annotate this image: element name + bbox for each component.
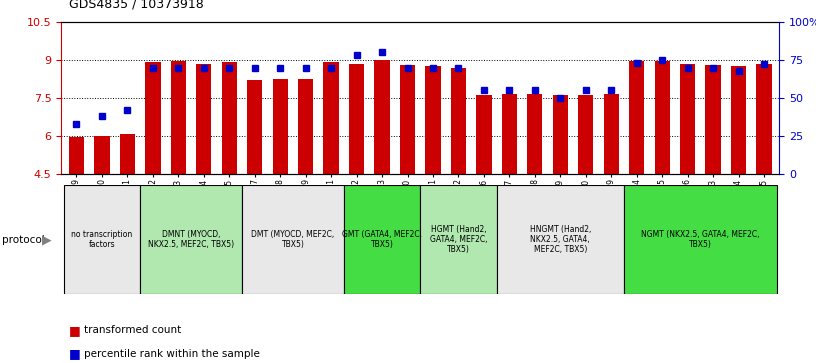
Text: percentile rank within the sample: percentile rank within the sample bbox=[84, 349, 260, 359]
Bar bbox=[120, 134, 135, 174]
Bar bbox=[552, 95, 568, 174]
Text: NGMT (NKX2.5, GATA4, MEF2C,
TBX5): NGMT (NKX2.5, GATA4, MEF2C, TBX5) bbox=[641, 230, 760, 249]
Bar bbox=[629, 61, 645, 174]
Bar bbox=[425, 66, 441, 174]
Bar bbox=[349, 64, 364, 174]
Bar bbox=[502, 94, 517, 174]
Text: no transcription
factors: no transcription factors bbox=[71, 230, 132, 249]
Bar bbox=[706, 65, 721, 174]
Text: protocol: protocol bbox=[2, 234, 45, 245]
Bar bbox=[450, 68, 466, 174]
Bar bbox=[731, 66, 746, 174]
Bar bbox=[222, 62, 237, 174]
Bar bbox=[578, 95, 593, 174]
Text: HGMT (Hand2,
GATA4, MEF2C,
TBX5): HGMT (Hand2, GATA4, MEF2C, TBX5) bbox=[430, 225, 487, 254]
Bar bbox=[242, 185, 344, 294]
Bar bbox=[477, 95, 491, 174]
Bar bbox=[420, 185, 497, 294]
Bar bbox=[64, 185, 140, 294]
Bar bbox=[604, 94, 619, 174]
Bar bbox=[145, 62, 161, 174]
Bar bbox=[140, 185, 242, 294]
Bar bbox=[69, 138, 84, 174]
Bar bbox=[95, 136, 109, 174]
Bar bbox=[756, 64, 772, 174]
Text: DMNT (MYOCD,
NKX2.5, MEF2C, TBX5): DMNT (MYOCD, NKX2.5, MEF2C, TBX5) bbox=[148, 230, 234, 249]
Bar bbox=[323, 62, 339, 174]
Bar bbox=[497, 185, 624, 294]
Text: GDS4835 / 10373918: GDS4835 / 10373918 bbox=[69, 0, 204, 11]
Bar bbox=[375, 60, 390, 174]
Bar bbox=[624, 185, 777, 294]
Text: ■: ■ bbox=[69, 324, 81, 337]
Bar bbox=[344, 185, 420, 294]
Bar bbox=[273, 79, 288, 174]
Text: transformed count: transformed count bbox=[84, 325, 181, 335]
Bar bbox=[196, 64, 211, 174]
Text: HNGMT (Hand2,
NKX2.5, GATA4,
MEF2C, TBX5): HNGMT (Hand2, NKX2.5, GATA4, MEF2C, TBX5… bbox=[530, 225, 591, 254]
Bar bbox=[171, 61, 186, 174]
Text: ▶: ▶ bbox=[42, 233, 52, 246]
Bar bbox=[527, 94, 543, 174]
Bar bbox=[247, 80, 263, 174]
Text: GMT (GATA4, MEF2C,
TBX5): GMT (GATA4, MEF2C, TBX5) bbox=[342, 230, 422, 249]
Bar bbox=[400, 65, 415, 174]
Bar bbox=[298, 79, 313, 174]
Text: DMT (MYOCD, MEF2C,
TBX5): DMT (MYOCD, MEF2C, TBX5) bbox=[251, 230, 335, 249]
Bar bbox=[680, 64, 695, 174]
Bar bbox=[654, 61, 670, 174]
Text: ■: ■ bbox=[69, 347, 81, 360]
